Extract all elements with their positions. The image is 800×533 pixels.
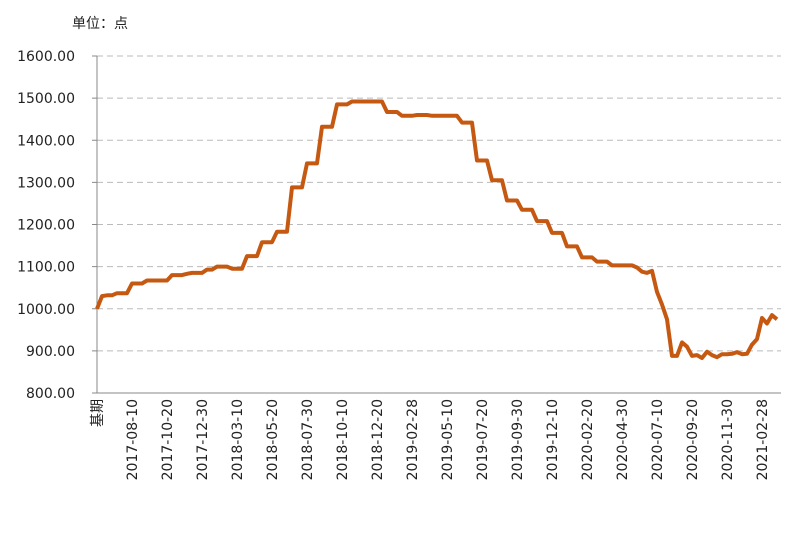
x-tick-label: 2017-12-30: [195, 399, 211, 480]
x-tick-label: 2017-08-10: [125, 399, 141, 480]
x-tick-label: 2019-05-10: [440, 399, 456, 480]
x-tick-label: 2019-07-20: [475, 399, 491, 480]
y-tick-label: 900.00: [26, 344, 75, 360]
y-tick-label: 1500.00: [17, 91, 75, 107]
x-tick-label: 2021-02-28: [755, 399, 771, 480]
y-tick-label: 1100.00: [17, 260, 75, 276]
chart-title: 单位：点: [72, 16, 128, 32]
y-tick-label: 1600.00: [17, 49, 75, 65]
x-tick-label: 2020-04-30: [615, 399, 631, 480]
y-tick-label: 1200.00: [17, 218, 75, 234]
x-tick-label: 2020-09-20: [685, 399, 701, 480]
x-tick-label: 2020-11-30: [720, 399, 736, 480]
x-tick-label: 2018-05-20: [265, 399, 281, 480]
x-tick-label: 2019-12-10: [545, 399, 561, 480]
x-tick-label: 2020-07-10: [650, 399, 666, 480]
y-tick-label: 800.00: [26, 386, 75, 402]
x-tick-label: 2019-09-30: [510, 399, 526, 480]
x-tick-label: 2018-10-10: [335, 399, 351, 480]
x-tick-label: 2019-02-28: [405, 399, 421, 480]
x-tick-label: 2018-03-10: [230, 399, 246, 480]
x-tick-label: 2017-10-20: [160, 399, 176, 480]
x-tick-label: 2020-02-20: [580, 399, 596, 480]
y-tick-label: 1000.00: [17, 302, 75, 318]
y-tick-label: 1400.00: [17, 133, 75, 149]
data-line: [95, 99, 779, 360]
y-tick-label: 1300.00: [17, 175, 75, 191]
x-tick-label: 基期: [89, 399, 106, 427]
x-tick-label: 2018-12-20: [370, 399, 386, 480]
x-tick-label: 2018-07-30: [300, 399, 316, 480]
